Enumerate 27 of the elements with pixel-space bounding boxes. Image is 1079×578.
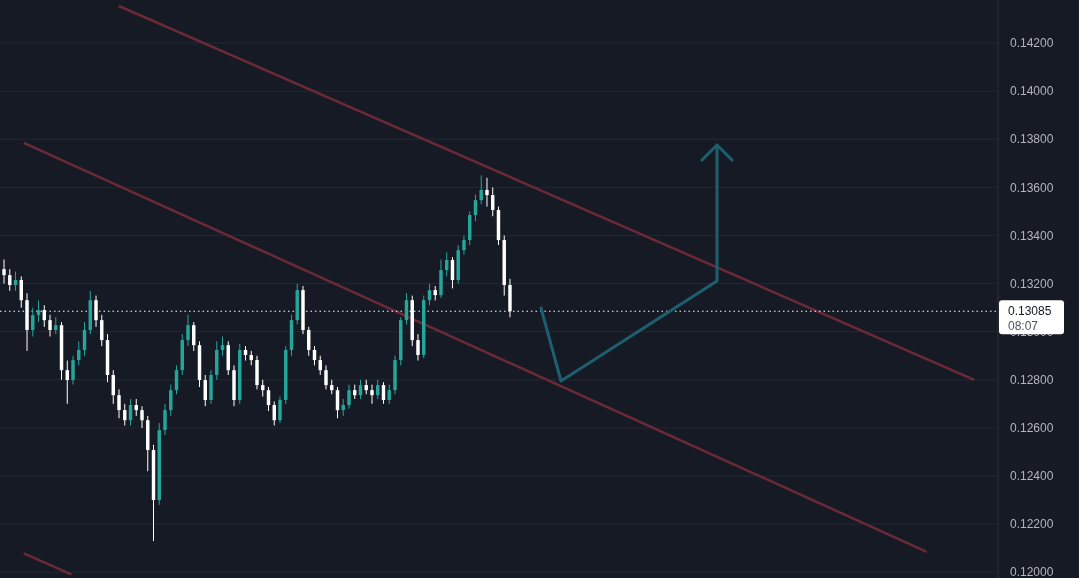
y-tick-label: 0.13800 (1010, 132, 1054, 147)
y-tick-label: 0.14000 (1010, 84, 1054, 99)
candlestick (71, 355, 75, 386)
y-tick-label: 0.14200 (1010, 36, 1054, 51)
candlestick (2, 259, 6, 285)
candlestick (370, 384, 374, 405)
y-tick-label: 0.13600 (1010, 180, 1054, 195)
candlestick (278, 396, 282, 424)
candlestick (140, 405, 144, 429)
candlestick (485, 177, 489, 208)
candlestick (416, 333, 420, 362)
candlestick (347, 384, 351, 410)
ref-line-label: 0.13085 (1008, 304, 1052, 319)
candlestick (163, 403, 167, 436)
text: 08:07 (1008, 319, 1039, 334)
candlestick (186, 314, 190, 347)
y-tick-label: 0.12200 (1010, 517, 1054, 532)
candlestick (324, 364, 328, 390)
candlestick (462, 234, 466, 256)
y-tick-label: 0.12800 (1010, 373, 1054, 387)
y-tick-label: 0.12000 (1010, 565, 1054, 578)
y-tick-label: 0.12600 (1010, 421, 1054, 436)
candlestick (48, 314, 52, 338)
y-tick-label: 0.12400 (1010, 469, 1054, 484)
y-tick-label: 0.13400 (1010, 228, 1054, 243)
candlestick (117, 388, 121, 419)
y-tick-label: 0.13200 (1010, 276, 1054, 291)
